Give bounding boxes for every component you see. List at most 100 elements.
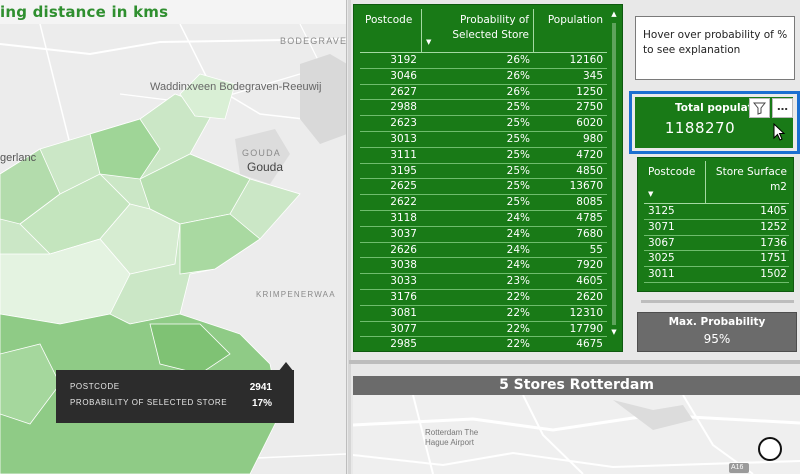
- tooltip-postcode-value: 2941: [249, 382, 272, 393]
- tooltip-probability-value: 17%: [251, 398, 272, 409]
- cell-postcode: 3067: [648, 236, 675, 249]
- choropleth-map-panel[interactable]: ing distance in kms BODEGRAVE Waddinxvee…: [0, 0, 347, 474]
- cell-postcode: 3071: [648, 220, 675, 233]
- column-header-population[interactable]: Population: [547, 14, 603, 26]
- road-label-a16: A16: [731, 464, 744, 471]
- postcode-probability-table[interactable]: Postcode Probability of Selected Store ▼…: [353, 4, 623, 352]
- rotterdam-stores-map-panel[interactable]: 5 Stores Rotterdam Rotterdam The Hague A…: [353, 376, 800, 474]
- cell-population: 4675: [576, 338, 603, 351]
- column-header-postcode[interactable]: Postcode ▼: [644, 161, 706, 203]
- store-location-marker: [758, 437, 782, 461]
- table-row[interactable]: 3013 25% 980: [360, 132, 607, 148]
- table-row[interactable]: 2623 25% 6020: [360, 116, 607, 132]
- map-label-krimpenerwaard: KRIMPENERWAA: [256, 290, 336, 299]
- more-options-icon[interactable]: …: [772, 98, 793, 118]
- cell-postcode: 3046: [390, 69, 417, 82]
- table-row[interactable]: 2625 25% 13670: [360, 179, 607, 196]
- tooltip-postcode-label: POSTCODE: [70, 382, 120, 391]
- table-row[interactable]: 3033 23% 4605: [360, 274, 607, 290]
- cell-probability[interactable]: 25%: [506, 117, 530, 130]
- cell-store-surface: 1751: [760, 252, 787, 265]
- cell-probability[interactable]: 24%: [506, 259, 530, 272]
- cell-probability[interactable]: 25%: [506, 101, 530, 114]
- table-row[interactable]: 2988 25% 2750: [360, 100, 607, 117]
- cell-probability[interactable]: 25%: [506, 132, 530, 145]
- table-row[interactable]: 3067 1736: [644, 236, 789, 252]
- cell-probability[interactable]: 22%: [506, 290, 530, 303]
- table-header: Postcode ▼ Store Surface m2: [644, 161, 789, 204]
- map-tooltip: POSTCODE 2941 PROBABILITY OF SELECTED ST…: [56, 362, 294, 423]
- table-row[interactable]: 3192 26% 12160: [360, 53, 607, 69]
- cell-postcode: 3013: [390, 132, 417, 145]
- cell-population: 17790: [569, 322, 603, 335]
- cell-postcode: 2625: [390, 180, 417, 193]
- cell-probability[interactable]: 25%: [506, 148, 530, 161]
- cell-store-surface: 1736: [760, 236, 787, 249]
- kpi-value: 1188270: [664, 119, 736, 137]
- cell-probability[interactable]: 23%: [506, 275, 530, 288]
- table-row[interactable]: 3176 22% 2620: [360, 290, 607, 306]
- total-population-card-frame[interactable]: Total populat 1188270 …: [629, 91, 800, 154]
- map-title: ing distance in kms: [0, 0, 346, 24]
- map-label-airport: Rotterdam The Hague Airport: [425, 428, 479, 447]
- table-row[interactable]: 3038 24% 7920: [360, 258, 607, 275]
- table-row[interactable]: 3195 25% 4850: [360, 164, 607, 180]
- cell-probability[interactable]: 22%: [506, 322, 530, 335]
- table-row[interactable]: 3081 22% 12310: [360, 306, 607, 322]
- cell-probability[interactable]: 25%: [506, 180, 530, 193]
- table-row[interactable]: 3125 1405: [644, 204, 789, 220]
- cell-probability[interactable]: 24%: [506, 211, 530, 224]
- table-row[interactable]: 3025 1751: [644, 251, 789, 268]
- cell-population: 55: [589, 243, 603, 256]
- scroll-down-icon[interactable]: ▼: [611, 328, 617, 336]
- cell-probability[interactable]: 22%: [506, 338, 530, 351]
- cell-probability[interactable]: 26%: [506, 85, 530, 98]
- table-row[interactable]: 3046 26% 345: [360, 69, 607, 85]
- column-header-probability[interactable]: Probability of Selected Store ▼: [422, 9, 534, 52]
- table-row[interactable]: 3077 22% 17790: [360, 322, 607, 338]
- table-row[interactable]: 3071 1252: [644, 220, 789, 236]
- cell-postcode: 2627: [390, 85, 417, 98]
- separator-line: [641, 300, 794, 303]
- cell-store-surface: 1405: [760, 205, 787, 217]
- cell-population: 2620: [576, 290, 603, 303]
- max-probability-card: Max. Probability 95%: [637, 312, 797, 352]
- sort-descending-icon[interactable]: ▼: [426, 38, 432, 46]
- map-canvas[interactable]: [0, 24, 347, 474]
- table-row[interactable]: 2627 26% 1250: [360, 85, 607, 101]
- rotterdam-map-canvas[interactable]: [353, 395, 800, 474]
- max-probability-title: Max. Probability: [668, 316, 766, 328]
- cell-population: 2750: [576, 101, 603, 114]
- cell-postcode: 2988: [390, 101, 417, 114]
- column-header-store-surface[interactable]: Store Surface m2: [715, 166, 787, 193]
- cell-population: 13670: [569, 180, 603, 193]
- total-population-card[interactable]: Total populat 1188270: [635, 97, 793, 148]
- scroll-up-icon[interactable]: ▲: [611, 10, 617, 18]
- table-row[interactable]: 3011 1502: [644, 267, 789, 283]
- cell-probability[interactable]: 26%: [506, 69, 530, 82]
- cell-probability[interactable]: 25%: [506, 164, 530, 177]
- tooltip-row-probability: PROBABILITY OF SELECTED STORE 17%: [70, 398, 272, 409]
- store-surface-table[interactable]: Postcode ▼ Store Surface m2 3125 1405 3071…: [637, 157, 794, 292]
- filter-icon[interactable]: [749, 98, 770, 118]
- cell-probability[interactable]: 25%: [506, 196, 530, 209]
- cell-probability[interactable]: 24%: [506, 243, 530, 256]
- table-row[interactable]: 2985 22% 4675: [360, 337, 607, 351]
- map-label-gouda: Gouda: [247, 160, 284, 174]
- table-scrollbar[interactable]: ▲ ▼: [608, 9, 620, 339]
- cell-probability[interactable]: 22%: [506, 306, 530, 319]
- hover-explanation-textbox: Hover over probability of % to see expla…: [635, 16, 795, 80]
- table-row[interactable]: 2626 24% 55: [360, 243, 607, 259]
- table-row[interactable]: 3037 24% 7680: [360, 227, 607, 243]
- panel-divider-horizontal: [349, 360, 800, 364]
- sort-descending-icon[interactable]: ▼: [648, 190, 654, 198]
- scrollbar-track[interactable]: [612, 23, 616, 325]
- cell-postcode: 3176: [390, 290, 417, 303]
- column-header-postcode[interactable]: Postcode: [360, 9, 422, 52]
- cell-population: 4720: [576, 148, 603, 161]
- table-row[interactable]: 3118 24% 4785: [360, 211, 607, 227]
- table-row[interactable]: 3111 25% 4720: [360, 148, 607, 164]
- cell-probability[interactable]: 26%: [506, 54, 530, 66]
- cell-probability[interactable]: 24%: [506, 227, 530, 240]
- table-row[interactable]: 2622 25% 8085: [360, 195, 607, 211]
